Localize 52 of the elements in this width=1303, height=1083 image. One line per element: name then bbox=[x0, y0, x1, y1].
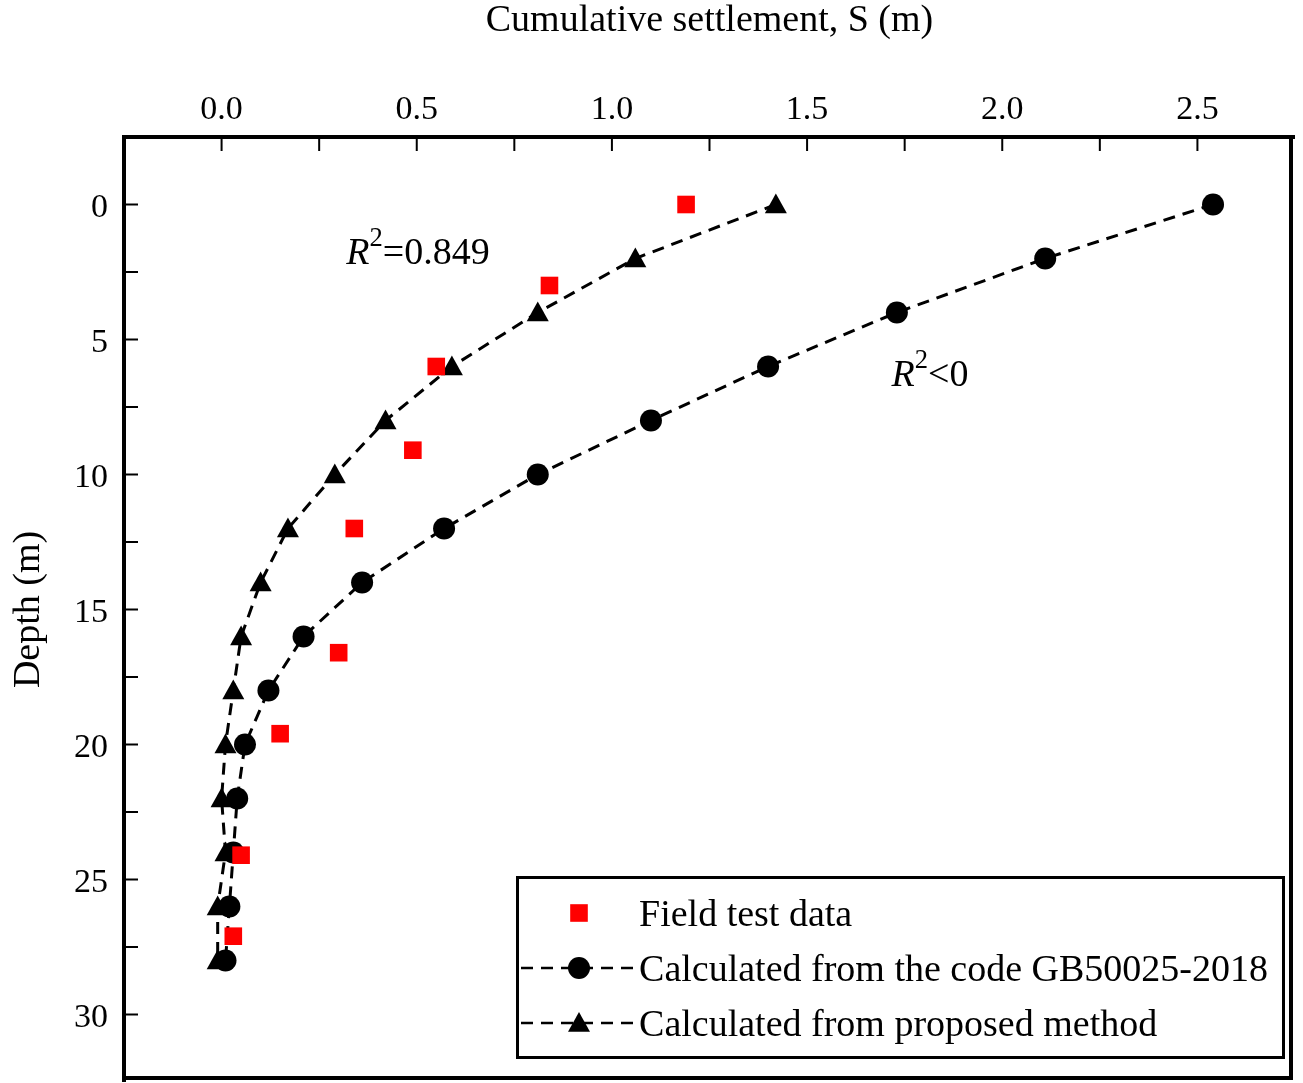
point bbox=[404, 441, 422, 459]
point bbox=[639, 409, 662, 432]
point bbox=[218, 895, 241, 918]
point bbox=[526, 463, 549, 486]
point bbox=[624, 247, 647, 268]
point bbox=[526, 301, 549, 322]
point bbox=[885, 301, 908, 324]
y-tick-label: 25 bbox=[74, 861, 108, 899]
point bbox=[764, 193, 787, 214]
point bbox=[427, 357, 446, 376]
x-axis-title: Cumulative settlement, S (m) bbox=[485, 0, 934, 40]
point bbox=[540, 276, 559, 295]
y-tick-label: 30 bbox=[74, 996, 108, 1034]
annotation: R$^{2}$=0.849 bbox=[345, 222, 490, 272]
point bbox=[323, 463, 346, 484]
point bbox=[249, 571, 272, 592]
point bbox=[433, 517, 456, 540]
point bbox=[214, 733, 237, 754]
point bbox=[222, 679, 245, 700]
point bbox=[224, 927, 243, 945]
point bbox=[271, 724, 289, 743]
point bbox=[374, 409, 397, 430]
y-tick-label: 0 bbox=[91, 186, 108, 224]
x-tick-label: 1.5 bbox=[785, 89, 829, 126]
point bbox=[757, 355, 780, 378]
legend-label: Calculated from the code GB50025-2018 bbox=[639, 945, 1268, 990]
y-tick-label: 5 bbox=[91, 321, 108, 359]
legend-label: Field test data bbox=[639, 890, 853, 935]
x-tick-label: 2.0 bbox=[981, 89, 1024, 126]
point bbox=[677, 195, 695, 214]
point bbox=[345, 519, 364, 538]
x-tick-label: 1.0 bbox=[590, 89, 634, 126]
x-tick-label: 2.5 bbox=[1176, 89, 1219, 126]
point bbox=[1034, 247, 1057, 270]
x-tick-label: 0.5 bbox=[395, 89, 438, 126]
x-tick-label: 0.0 bbox=[200, 89, 243, 126]
point bbox=[226, 787, 249, 810]
point bbox=[276, 517, 299, 538]
point bbox=[232, 846, 250, 864]
point bbox=[234, 733, 256, 756]
point bbox=[257, 679, 280, 702]
y-tick-label: 15 bbox=[74, 591, 108, 629]
point bbox=[292, 625, 315, 648]
y-axis-title: Depth (m) bbox=[5, 530, 49, 689]
point bbox=[329, 643, 348, 662]
annotation: R$^{2}$<0 bbox=[890, 344, 969, 394]
y-tick-label: 10 bbox=[74, 456, 108, 494]
point bbox=[230, 625, 253, 646]
point bbox=[1202, 193, 1225, 216]
y-tick-label: 20 bbox=[74, 726, 108, 764]
legend-label: Calculated from proposed method bbox=[639, 1000, 1158, 1045]
point bbox=[351, 571, 374, 594]
